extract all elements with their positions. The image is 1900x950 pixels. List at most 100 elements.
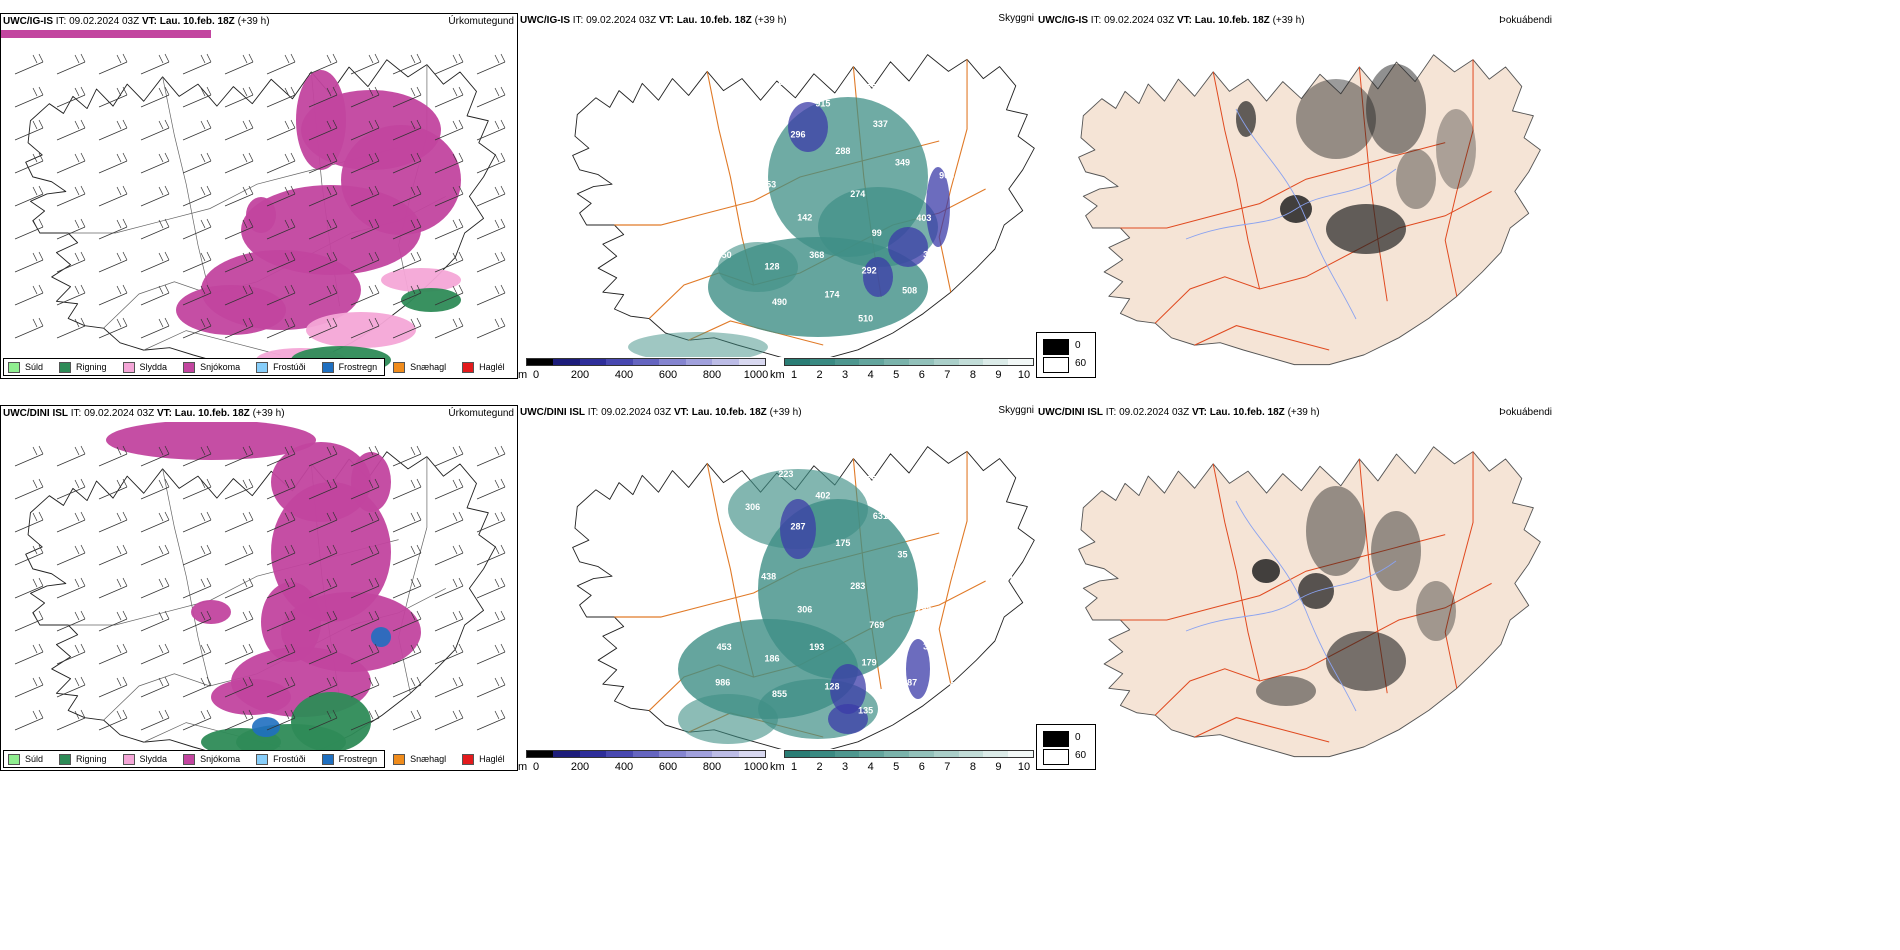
wind-barb bbox=[266, 643, 296, 665]
wind-barb bbox=[224, 643, 254, 665]
wind-barb bbox=[224, 218, 254, 240]
legend-label: Frostregn bbox=[338, 362, 378, 372]
wind-barb bbox=[350, 544, 380, 566]
visibility-panel-bottom: UWC/DINI ISL IT: 09.02.2024 03Z VT: Lau.… bbox=[518, 405, 1036, 771]
wind-barb bbox=[434, 610, 464, 632]
low-visibility-area bbox=[628, 332, 768, 357]
wind-barb bbox=[14, 478, 44, 500]
precip-type-map bbox=[1, 30, 506, 370]
wind-barb bbox=[392, 185, 422, 207]
legend-swatch bbox=[393, 753, 406, 765]
wind-barb bbox=[140, 643, 170, 665]
legend-swatch bbox=[321, 753, 334, 765]
meter-scale-tick: 800 bbox=[702, 369, 722, 379]
km-scale-tick: 1 bbox=[790, 761, 798, 771]
legend-label: Snjókoma bbox=[200, 754, 241, 764]
panel-title: Úrkomutegund bbox=[448, 408, 514, 419]
legend-swatch bbox=[8, 753, 20, 765]
wind-barb bbox=[266, 577, 296, 599]
legend-swatch bbox=[393, 361, 406, 373]
wind-barb bbox=[56, 445, 86, 467]
visibility-value-label: 256 bbox=[921, 120, 936, 130]
snow-area bbox=[296, 70, 346, 170]
wind-barb bbox=[476, 577, 506, 599]
wind-barb bbox=[182, 478, 212, 500]
visibility-value-label: 128 bbox=[765, 261, 780, 271]
wind-barb bbox=[476, 218, 506, 240]
wind-barb bbox=[434, 544, 464, 566]
wind-barb bbox=[182, 218, 212, 240]
snow-band bbox=[1, 30, 211, 38]
legend-label: Haglél bbox=[479, 362, 505, 372]
legend-label: Frostúði bbox=[273, 362, 306, 372]
visibility-value-label: 193 bbox=[809, 642, 824, 652]
wind-barb bbox=[182, 86, 212, 108]
snow-area bbox=[106, 422, 316, 460]
wind-barb bbox=[140, 284, 170, 306]
wind-barb bbox=[350, 218, 380, 240]
visibility-value-label: 402 bbox=[815, 491, 830, 501]
wind-barb bbox=[392, 610, 422, 632]
wind-barb bbox=[392, 577, 422, 599]
wind-barb bbox=[224, 610, 254, 632]
wind-barb bbox=[98, 284, 128, 306]
wind-barb bbox=[14, 709, 44, 731]
legend-label: Frostregn bbox=[338, 754, 378, 764]
wind-barb bbox=[434, 643, 464, 665]
wind-barb bbox=[56, 284, 86, 306]
wind-barb bbox=[392, 152, 422, 174]
wind-barb bbox=[266, 709, 296, 731]
wind-barb bbox=[266, 53, 296, 75]
wind-barb bbox=[140, 218, 170, 240]
snow-area bbox=[211, 679, 291, 715]
wind-barb bbox=[476, 119, 506, 141]
wind-barb bbox=[392, 86, 422, 108]
legend-label: Rigning bbox=[76, 754, 107, 764]
wind-barb bbox=[392, 544, 422, 566]
wind-barb bbox=[392, 478, 422, 500]
wind-barb bbox=[14, 643, 44, 665]
legend-item: Rigning bbox=[59, 753, 107, 765]
very-low-visibility-area bbox=[863, 257, 893, 297]
wind-barb bbox=[476, 610, 506, 632]
wind-barb bbox=[266, 511, 296, 533]
legend-swatch bbox=[59, 753, 72, 765]
wind-barb bbox=[308, 610, 338, 632]
wind-barb bbox=[308, 152, 338, 174]
wind-barb bbox=[266, 218, 296, 240]
wind-barb bbox=[476, 511, 506, 533]
wind-barb bbox=[350, 445, 380, 467]
visibility-value-label: 175 bbox=[835, 538, 850, 548]
low-visibility-area bbox=[718, 242, 798, 292]
wind-barb bbox=[14, 610, 44, 632]
wind-barb bbox=[98, 511, 128, 533]
visibility-value-label: 142 bbox=[797, 213, 812, 223]
wind-barb bbox=[308, 119, 338, 141]
meter-scale-tick: 800 bbox=[702, 761, 722, 771]
wind-barb bbox=[308, 511, 338, 533]
wind-barb bbox=[350, 577, 380, 599]
visibility-value-label: 174 bbox=[824, 290, 839, 300]
wind-barb bbox=[434, 218, 464, 240]
fog-indicator-area bbox=[1326, 631, 1406, 691]
wind-barb bbox=[182, 610, 212, 632]
wind-barb bbox=[266, 610, 296, 632]
cloud-legend-bottom: 0 60 bbox=[1036, 724, 1096, 770]
wind-barb bbox=[14, 317, 44, 339]
wind-barb bbox=[140, 676, 170, 698]
visibility-panel-top: UWC/IG-IS IT: 09.02.2024 03Z VT: Lau. 10… bbox=[518, 13, 1036, 379]
legend-label: Slydda bbox=[139, 362, 168, 372]
visibility-value-label: 375 bbox=[861, 82, 876, 92]
visibility-value-label: 490 bbox=[772, 297, 787, 307]
wind-barb bbox=[476, 445, 506, 467]
wind-barb bbox=[476, 317, 506, 339]
basemap bbox=[25, 451, 496, 762]
km-scale-tick: 3 bbox=[842, 369, 849, 379]
wind-barb bbox=[98, 86, 128, 108]
wind-barb bbox=[182, 152, 212, 174]
km-scale-tick: 7 bbox=[944, 369, 951, 379]
wind-barb bbox=[224, 251, 254, 273]
fog-indicator-area bbox=[1256, 676, 1316, 706]
very-low-visibility-area bbox=[828, 704, 868, 734]
wind-barb bbox=[98, 119, 128, 141]
